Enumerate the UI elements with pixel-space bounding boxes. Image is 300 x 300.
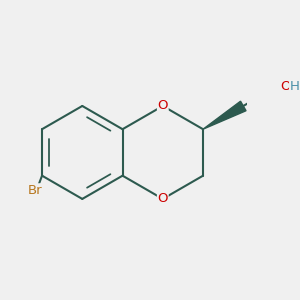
Text: O: O bbox=[280, 80, 291, 93]
Text: O: O bbox=[158, 192, 168, 206]
Text: H: H bbox=[290, 80, 300, 93]
Text: O: O bbox=[158, 100, 168, 112]
Text: Br: Br bbox=[27, 184, 42, 197]
Polygon shape bbox=[203, 101, 246, 129]
